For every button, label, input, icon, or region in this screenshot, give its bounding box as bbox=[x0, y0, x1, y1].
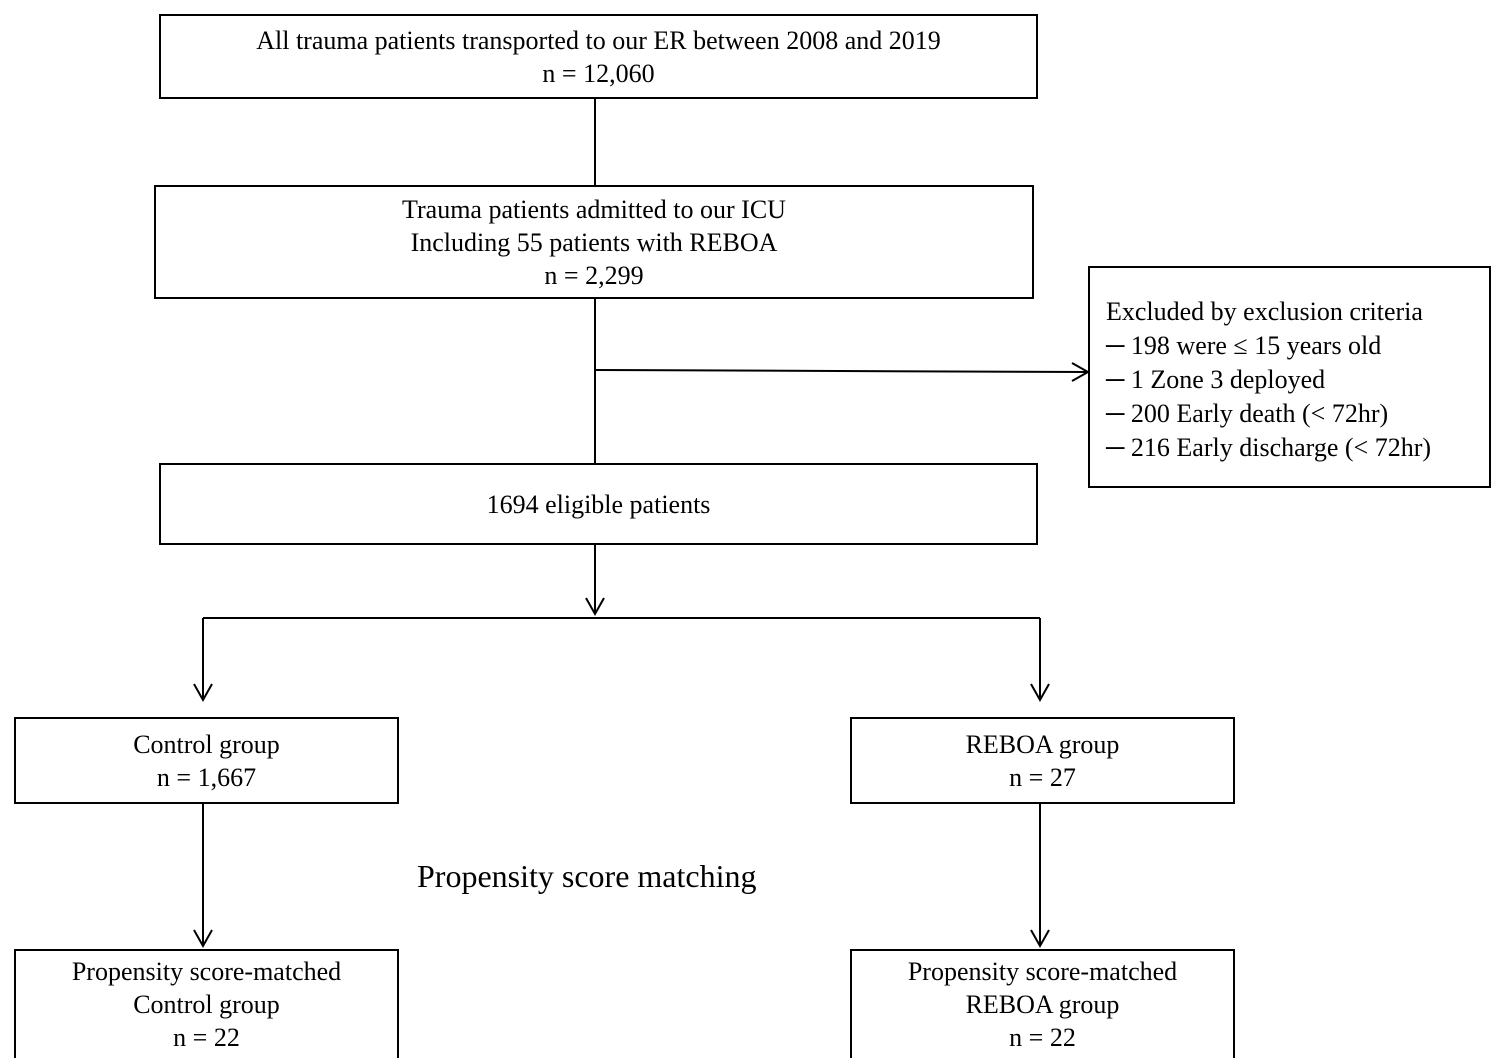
propensity-score-matching-label: Propensity score matching bbox=[417, 858, 757, 894]
excluded-title: Excluded by exclusion criteria bbox=[1106, 297, 1423, 326]
arrowhead-matched-control bbox=[193, 929, 213, 949]
reboa-count: n = 27 bbox=[1009, 762, 1076, 792]
excluded-item: ─ 198 were ≤ 15 years old bbox=[1106, 331, 1382, 360]
matched-control-group: Control group bbox=[133, 990, 280, 1019]
excluded-item: ─ 1 Zone 3 deployed bbox=[1106, 365, 1326, 394]
arrowhead-reboa bbox=[1030, 683, 1050, 703]
eligible-box: 1694 eligible patients bbox=[159, 463, 1038, 545]
icu-box: Trauma patients admitted to our ICU Incl… bbox=[154, 185, 1034, 299]
reboa-box: REBOA group n = 27 bbox=[850, 717, 1235, 804]
matched-reboa-count: n = 22 bbox=[1009, 1023, 1076, 1052]
all-trauma-count: n = 12,060 bbox=[542, 58, 655, 88]
icu-reboa-note: Including 55 patients with REBOA bbox=[410, 227, 778, 257]
arrowhead-control bbox=[193, 683, 213, 703]
all-trauma-title: All trauma patients transported to our E… bbox=[256, 25, 941, 55]
icu-title: Trauma patients admitted to our ICU bbox=[402, 194, 786, 224]
matched-reboa-box: Propensity score-matched REBOA group n =… bbox=[850, 949, 1235, 1058]
arrowhead-eligible bbox=[585, 597, 605, 617]
excluded-item: ─ 216 Early discharge (< 72hr) bbox=[1106, 433, 1432, 462]
connector-to-excluded bbox=[594, 369, 1089, 373]
matched-control-count: n = 22 bbox=[173, 1023, 240, 1052]
all-trauma-box: All trauma patients transported to our E… bbox=[159, 14, 1038, 99]
control-box: Control group n = 1,667 bbox=[14, 717, 399, 804]
matched-control-title: Propensity score-matched bbox=[71, 957, 342, 986]
reboa-title: REBOA group bbox=[965, 729, 1120, 759]
control-count: n = 1,667 bbox=[156, 762, 257, 792]
excluded-item: ─ 200 Early death (< 72hr) bbox=[1106, 399, 1389, 428]
excluded-box: Excluded by exclusion criteria ─ 198 wer… bbox=[1088, 266, 1491, 488]
arrowhead-matched-reboa bbox=[1030, 929, 1050, 949]
matched-reboa-title: Propensity score-matched bbox=[907, 957, 1178, 986]
eligible-title: 1694 eligible patients bbox=[486, 489, 711, 519]
matched-reboa-group: REBOA group bbox=[965, 990, 1120, 1019]
matched-control-box: Propensity score-matched Control group n… bbox=[14, 949, 399, 1058]
control-title: Control group bbox=[133, 729, 280, 759]
icu-count: n = 2,299 bbox=[544, 260, 644, 290]
